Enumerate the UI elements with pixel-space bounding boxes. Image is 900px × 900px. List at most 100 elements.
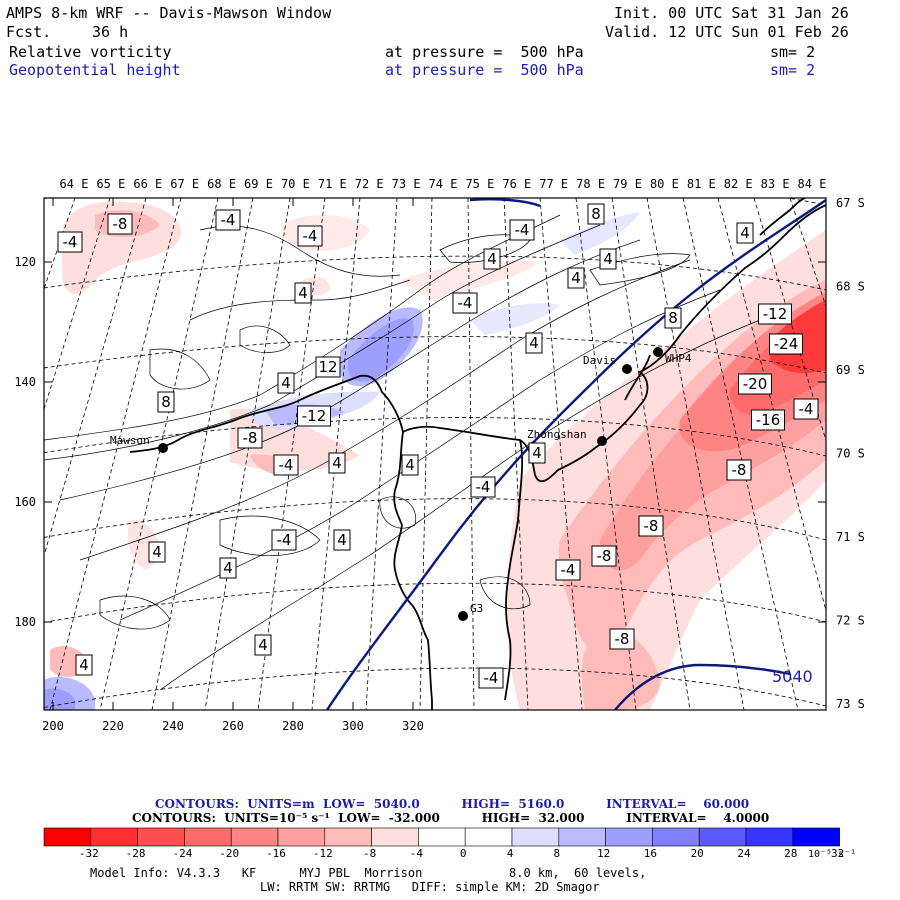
x-tick-label: 320: [402, 719, 424, 733]
vorticity-contour-label: -4: [452, 292, 478, 314]
colorbar-swatch: [605, 827, 653, 847]
colorbar-label: 0: [460, 847, 467, 860]
vorticity-labels: -8 -4-4 -4 -484 4444-484-12-24-20-16-4-8124-…: [57, 203, 819, 689]
svg-text:4: 4: [223, 559, 233, 577]
field1-name: Relative vorticity: [9, 43, 172, 61]
svg-text:4: 4: [529, 334, 539, 352]
vorticity-contour-label: 4: [75, 654, 93, 676]
lat-label: 73 S: [836, 697, 865, 711]
field2-name: Geopotential height: [9, 61, 181, 79]
colorbar-swatch: [511, 827, 560, 847]
vorticity-contour-label: -8: [237, 427, 263, 449]
y-tick-label: 140: [14, 375, 36, 389]
vorticity-contour-label: 4: [528, 442, 546, 464]
colorbar-label: -4: [410, 847, 424, 860]
colorbar-swatch: [464, 827, 513, 847]
svg-text:-4: -4: [277, 531, 292, 549]
forecast-label: Fcst.: [6, 23, 52, 41]
svg-text:-4: -4: [476, 478, 491, 496]
colorbar-swatch: [277, 827, 326, 847]
vorticity-contour-label: 4: [277, 372, 295, 394]
colorbar-swatch: [184, 827, 232, 847]
colorbar: -32 -28 -24 -20 -16 -12 -8 -4 0 4 8 12 16 20 24 28 3210⁻…: [43, 827, 856, 860]
svg-text:4: 4: [603, 250, 613, 268]
colorbar-swatch: [558, 827, 606, 847]
colorbar-swatch: [745, 827, 794, 847]
vorticity-contour-label: 4: [401, 454, 419, 476]
field2-pressure: at pressure = 500 hPa: [385, 61, 584, 79]
colorbar-swatch: [230, 827, 279, 847]
lon-label: 78 E: [576, 177, 605, 191]
field2-smoothing: sm= 2: [770, 61, 816, 79]
vorticity-contour-label: -4: [555, 559, 581, 581]
svg-text:4: 4: [740, 224, 750, 242]
lon-label: 75 E: [465, 177, 494, 191]
colorbar-label: -28: [126, 847, 146, 860]
colorbar-swatch: [418, 827, 466, 847]
station-davis-dot[interactable]: [622, 364, 632, 374]
map-title: AMPS 8-km WRF -- Davis-Mawson Window: [6, 4, 332, 22]
svg-text:8: 8: [668, 309, 678, 327]
station-label-whp4: WHP4: [665, 352, 692, 365]
svg-text:-4: -4: [63, 233, 78, 251]
svg-text:4: 4: [281, 374, 291, 392]
vorticity-contour-label: 4: [525, 332, 543, 354]
svg-text:-12: -12: [302, 407, 327, 425]
lat-label: 69 S: [836, 363, 865, 377]
lon-label: 84 E: [798, 177, 827, 191]
colorbar-label: 24: [737, 847, 751, 860]
svg-text:4: 4: [571, 269, 581, 287]
vorticity-contour-label: -8: [638, 515, 664, 537]
plot-frame: [43, 197, 827, 711]
svg-text:4: 4: [258, 636, 268, 654]
lon-label: 68 E: [207, 177, 236, 191]
model-info-line1: Model Info: V4.3.3 KF MYJ PBL Morrison 8…: [90, 866, 647, 880]
lat-label: 72 S: [836, 614, 865, 628]
vorticity-contour-label: 12: [315, 356, 341, 378]
x-tick-label: 260: [222, 719, 244, 733]
vorticity-contour-label: 4: [148, 541, 166, 563]
lon-label: 72 E: [355, 177, 384, 191]
vorticity-contour-label: -12: [297, 405, 331, 427]
vorticity-contour-label: 8: [157, 391, 175, 413]
svg-text:-4: -4: [458, 294, 473, 312]
y-tick-label: 180: [14, 615, 36, 629]
svg-text:-4: -4: [799, 400, 814, 418]
valid-time: Valid. 12 UTC Sun 01 Feb 26: [605, 23, 849, 41]
x-tick-label: 280: [282, 719, 304, 733]
vorticity-contour-label: -4: [470, 476, 496, 498]
y-tick-label: 120: [14, 255, 36, 269]
svg-text:-4: -4: [303, 227, 318, 245]
svg-text:4: 4: [487, 250, 497, 268]
vorticity-contour-label: 8: [664, 307, 682, 329]
station-g3-dot[interactable]: [458, 611, 468, 621]
svg-text:-24: -24: [774, 335, 799, 353]
height-contour-summary: CONTOURS: UNITS=m LOW= 5040.0 HIGH= 5160…: [155, 797, 750, 811]
svg-text:4: 4: [152, 543, 162, 561]
station-mawson-dot[interactable]: [158, 443, 168, 453]
station-whp4-dot[interactable]: [653, 347, 663, 357]
lon-label: 69 E: [244, 177, 273, 191]
svg-text:-8: -8: [113, 215, 128, 233]
forecast-hour: 36 h: [92, 23, 129, 41]
x-tick-label: 200: [42, 719, 64, 733]
lon-label: 71 E: [318, 177, 347, 191]
model-info-line2: LW: RRTM SW: RRTMG DIFF: simple KM: 2D S…: [260, 880, 600, 894]
station-zhongshan-dot[interactable]: [597, 436, 607, 446]
vorticity-contour-label: -4: [271, 529, 297, 551]
station-label-g3: G3: [470, 602, 483, 615]
vorticity-contour-summary: CONTOURS: UNITS=10⁻⁵ s⁻¹ LOW= -32.000 HI…: [132, 811, 770, 825]
lon-label: 83 E: [761, 177, 790, 191]
colorbar-swatch: [698, 827, 747, 847]
vorticity-contour-label: -24: [769, 333, 803, 355]
lon-label: 82 E: [724, 177, 753, 191]
field1-pressure: at pressure = 500 hPa: [385, 43, 584, 61]
lat-label: 70 S: [836, 447, 865, 461]
colorbar-label: -8: [363, 847, 376, 860]
colorbar-swatch: [652, 827, 700, 847]
station-label-davis: Davis: [583, 354, 616, 367]
svg-text:12: 12: [318, 358, 337, 376]
lat-label: 71 S: [836, 530, 865, 544]
lon-label: 67 E: [170, 177, 199, 191]
